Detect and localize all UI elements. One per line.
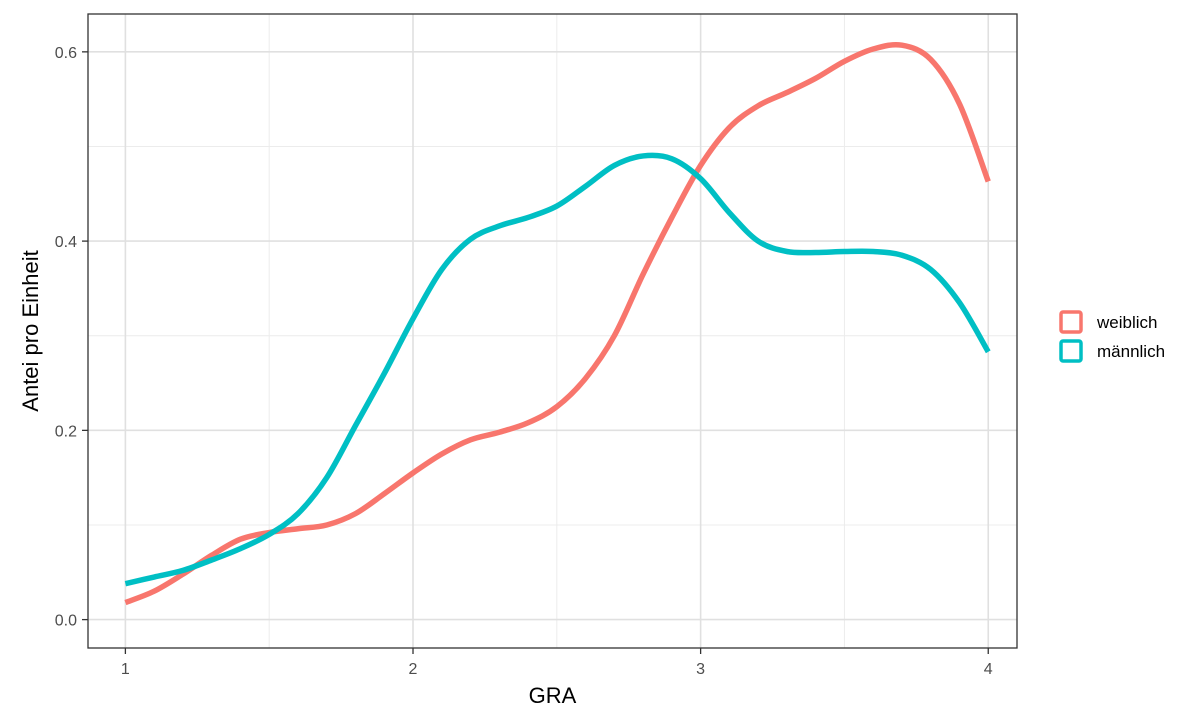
series-layer <box>124 41 991 606</box>
series-line-maennlich <box>124 152 991 587</box>
legend-label: männlich <box>1097 342 1165 361</box>
y-tick-label: 0.6 <box>55 45 77 62</box>
x-axis-title: GRA <box>529 683 577 708</box>
legend-key-maennlich <box>1059 339 1083 363</box>
y-axis-title: Antei pro Einheit <box>18 250 43 411</box>
axes-layer: 1 2 3 4 0.0 0.2 0.4 0.6 <box>55 13 1018 678</box>
x-tick-label: 4 <box>984 661 993 678</box>
legend: weiblich männlich <box>1059 310 1165 363</box>
y-tick-label: 0.2 <box>55 423 77 440</box>
x-tick-label: 3 <box>696 661 705 678</box>
x-tick-label: 2 <box>409 661 418 678</box>
y-tick-label: 0.4 <box>55 234 77 251</box>
y-tick-label: 0.0 <box>55 613 77 630</box>
legend-key-weiblich <box>1059 310 1083 334</box>
panel-background <box>88 14 1017 648</box>
panel-border <box>87 13 1018 649</box>
x-tick-label: 1 <box>121 661 130 678</box>
legend-label: weiblich <box>1096 313 1157 332</box>
plot-area <box>88 14 1017 648</box>
